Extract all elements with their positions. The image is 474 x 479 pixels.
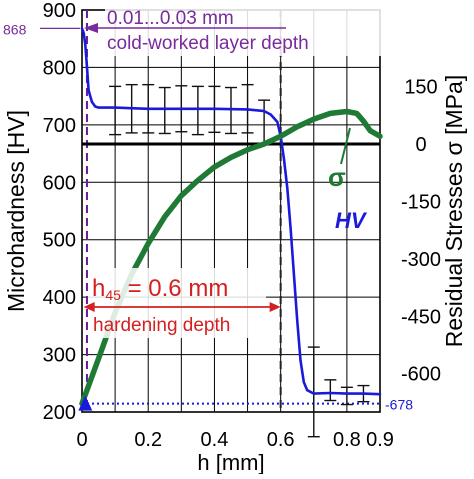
error-bar — [191, 85, 204, 136]
error-bar — [158, 86, 171, 135]
y-right-tick-label: 150 — [404, 77, 437, 99]
hardening-depth-label: h45 = 0.6 mm — [92, 275, 228, 303]
y-right-tick-label: 0 — [415, 134, 426, 156]
cold-worked-backdrop — [105, 4, 389, 56]
y-left-tick-label: 700 — [43, 115, 76, 137]
hardening-backdrop — [88, 268, 266, 338]
y-right-axis-label: Residual Stresses σ [MPa] — [441, 75, 467, 347]
y-right-tick-label: -450 — [401, 306, 441, 328]
hv-curve-label: HV — [335, 208, 368, 233]
sigma-label-pointer — [340, 127, 351, 165]
error-bar — [340, 386, 353, 406]
x-tick-label: 0.9 — [366, 429, 394, 451]
hv-peak-label: 868 — [3, 21, 27, 37]
y-left-axis-label: Microhardness [HV] — [3, 110, 29, 312]
x-axis-label: h [mm] — [197, 450, 264, 474]
y-left-tick-label: 500 — [43, 230, 76, 252]
x-tick-label: 0.8 — [333, 429, 361, 451]
y-right-tick-label: -300 — [401, 249, 441, 271]
error-bar — [225, 86, 237, 135]
y-left-tick-label: 800 — [43, 57, 76, 79]
y-right-tick-label: -150 — [401, 191, 441, 213]
error-bar — [324, 379, 337, 402]
x-tick-label: 0 — [76, 429, 87, 451]
depth-range-label: 0.01...0.03 mm — [107, 8, 234, 29]
y-left-tick-label: 600 — [43, 172, 76, 194]
x-tick-label: 0.4 — [201, 429, 229, 451]
y-right-tick-label: -600 — [401, 364, 441, 386]
hardening-arrow-right-head — [269, 302, 281, 312]
y-left-tick-label: 400 — [43, 287, 76, 309]
error-bar — [307, 346, 320, 438]
y-left-tick-label: 200 — [43, 402, 76, 424]
marker-triangle — [78, 395, 93, 411]
plot-area — [82, 10, 380, 412]
depth-caption-label: cold-worked layer depth — [107, 33, 309, 54]
y-left-tick-label: 300 — [43, 345, 76, 367]
hardening-caption-label: hardening depth — [93, 315, 230, 336]
depth-arrow-head — [84, 23, 98, 33]
series-line-sigma — [79, 108, 383, 407]
x-tick-label: 0.2 — [134, 429, 162, 451]
hardening-arrow-left-head — [83, 302, 95, 312]
series-line-hv — [80, 27, 382, 396]
x-tick-label: 0.6 — [267, 429, 295, 451]
hardening-annotation: h45 = 0.6 mm hardening depth — [83, 268, 281, 338]
error-bar — [109, 85, 122, 136]
sigma-min-label: -678 — [385, 397, 413, 413]
cold-worked-annotation: 0.01...0.03 mm cold-worked layer depth — [84, 4, 389, 56]
sigma-curve-label: σ — [328, 162, 346, 192]
y-left-tick-label: 900 — [43, 0, 76, 22]
